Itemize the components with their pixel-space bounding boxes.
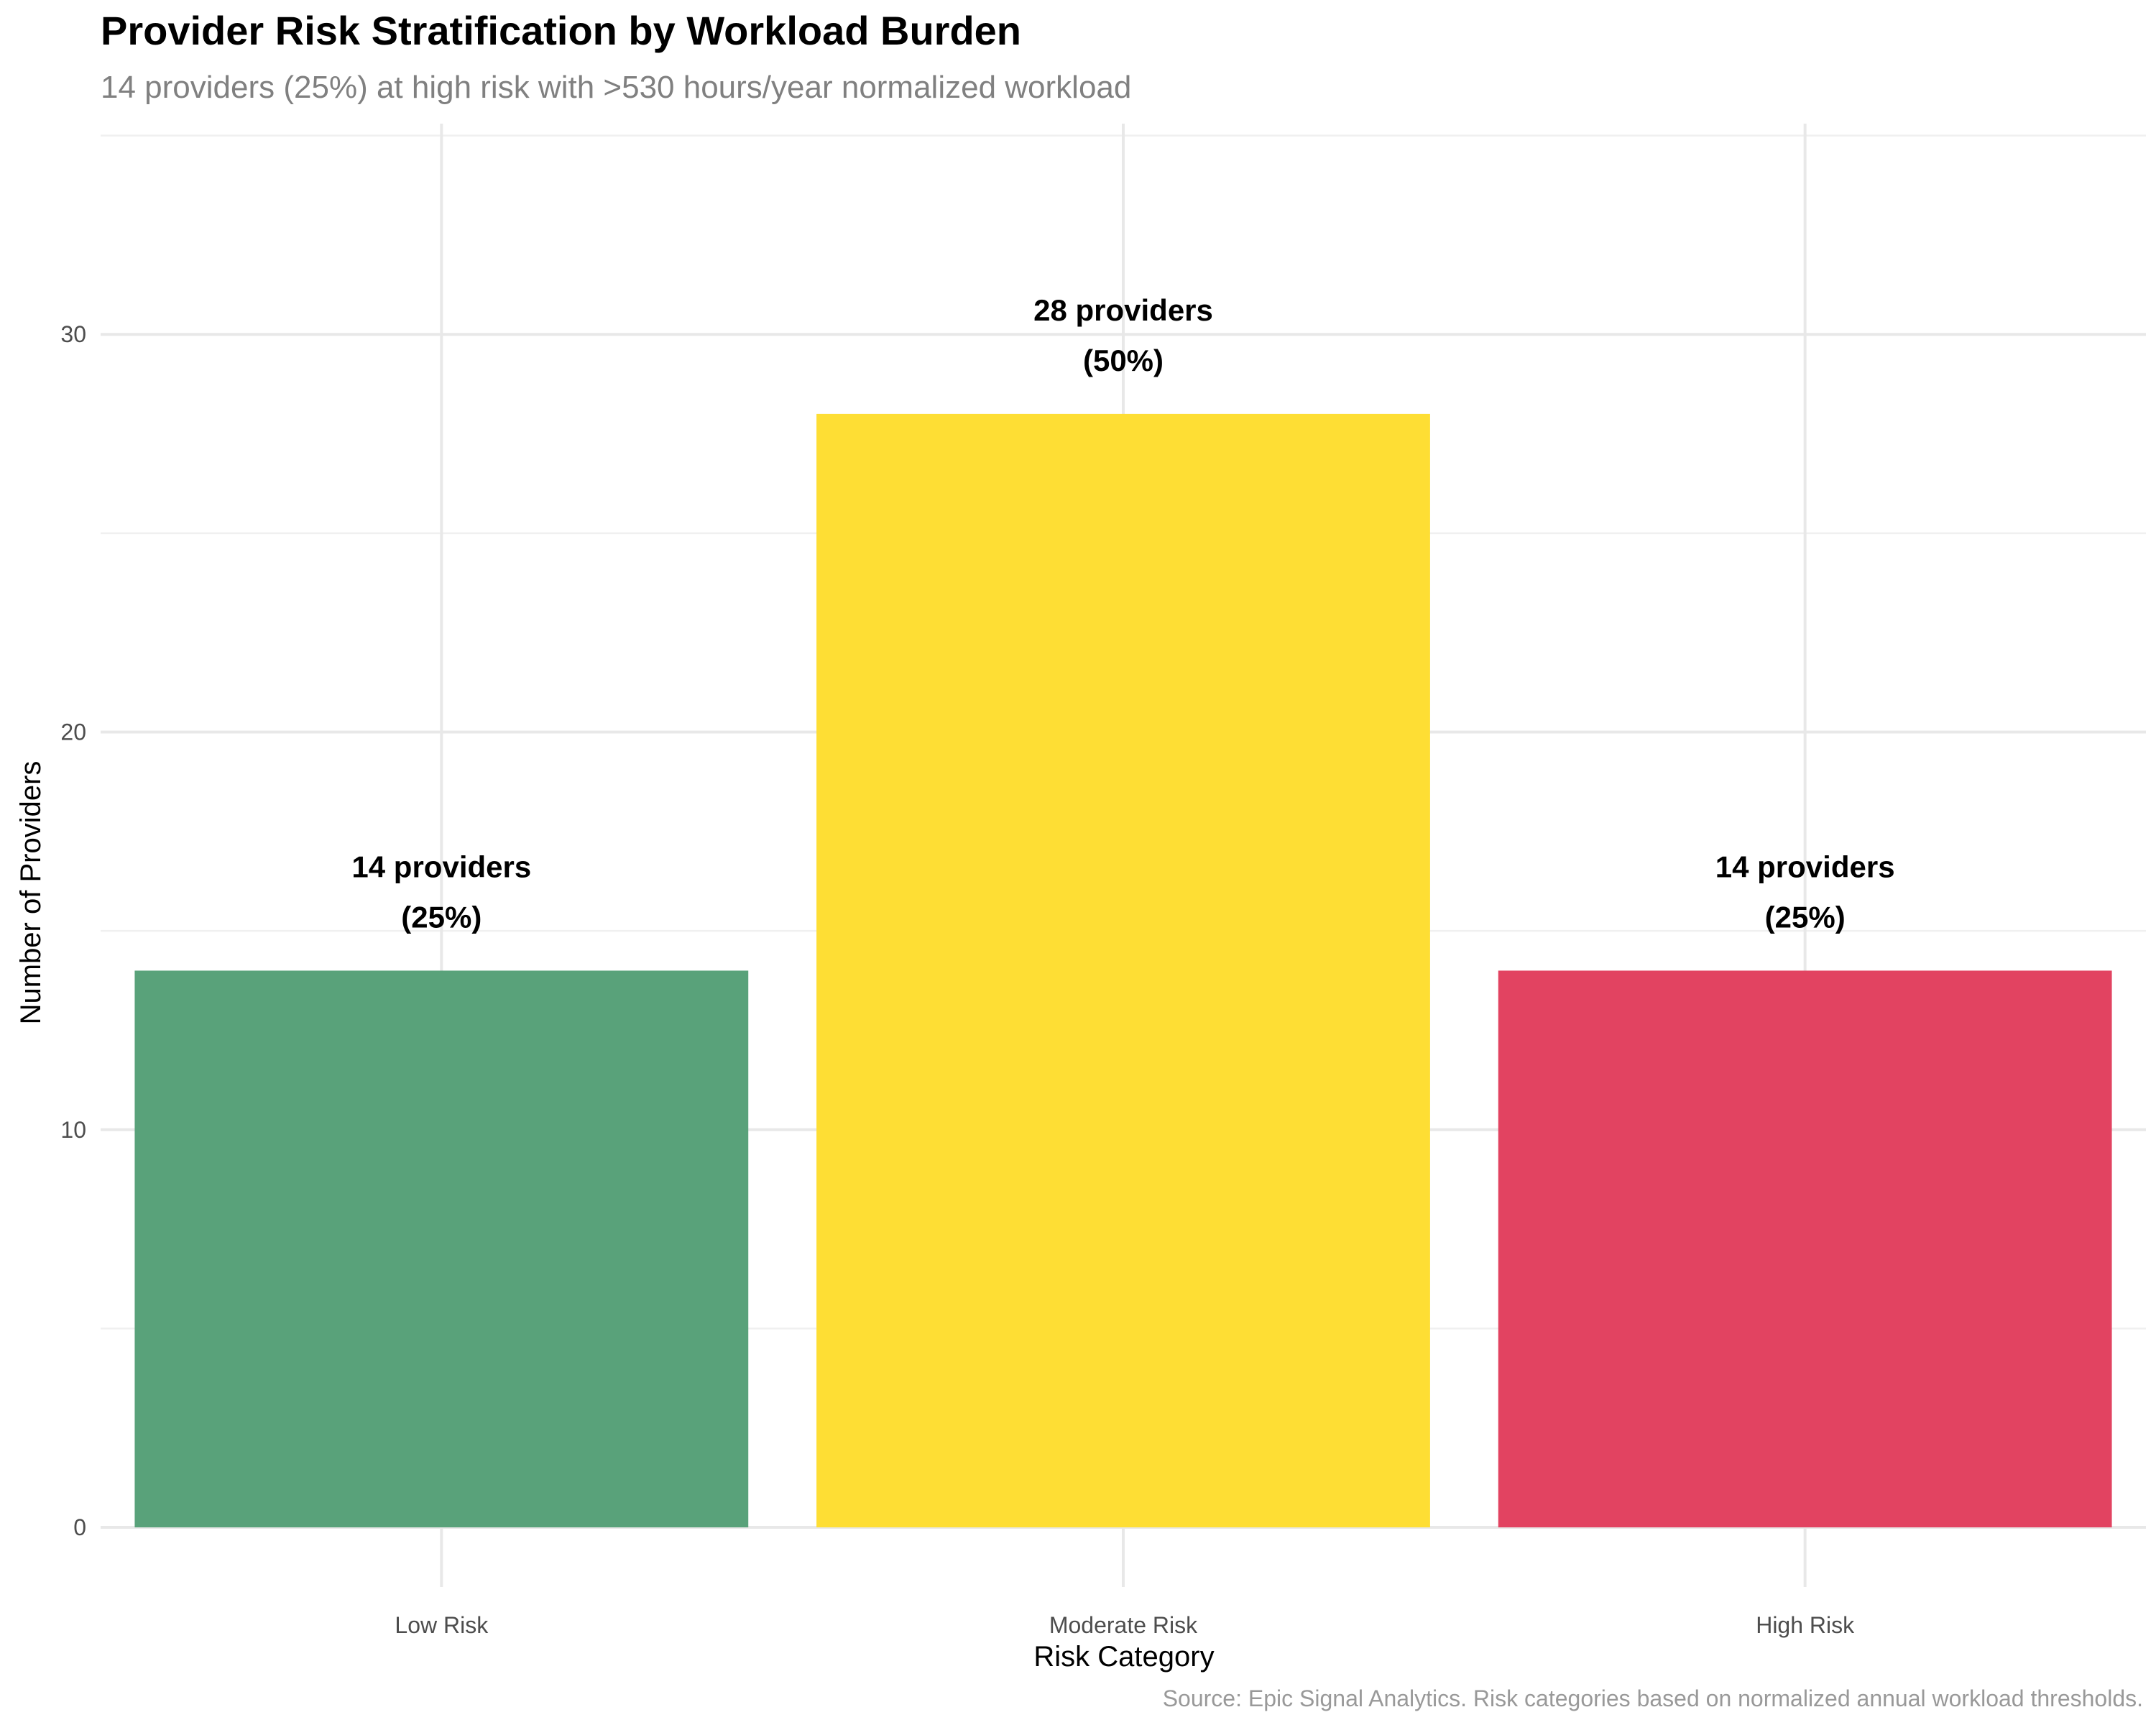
bar-data-label: 14 providers: [351, 850, 531, 883]
y-tick-label: 0: [73, 1514, 86, 1540]
bar-low-risk: [134, 970, 749, 1528]
data-labels: 14 providers (25%) 28 providers (50%) 14 pro…: [351, 293, 1894, 934]
y-tick-label: 20: [60, 719, 86, 745]
chart-subtitle: 14 providers (25%) at high risk with >53…: [101, 70, 1131, 105]
bar-data-label: 28 providers: [1033, 293, 1213, 327]
chart-title: Provider Risk Stratification by Workload…: [101, 8, 1021, 53]
bar-moderate-risk: [816, 413, 1430, 1528]
x-tick-label: Low Risk: [395, 1612, 489, 1638]
x-axis-title: Risk Category: [1033, 1641, 1214, 1673]
x-axis-ticks: Low Risk Moderate Risk High Risk: [395, 1612, 1855, 1638]
y-axis-title: Number of Providers: [15, 761, 47, 1025]
bar-data-label: 14 providers: [1715, 850, 1895, 883]
bars: [134, 413, 2112, 1528]
x-tick-label: High Risk: [1756, 1612, 1855, 1638]
y-tick-label: 10: [60, 1117, 86, 1143]
chart-caption: Source: Epic Signal Analytics. Risk cate…: [1163, 1685, 2143, 1711]
bar-data-label: (25%): [401, 900, 482, 934]
bar-high-risk: [1498, 970, 2112, 1528]
bar-data-label: (25%): [1765, 900, 1846, 934]
y-tick-label: 30: [60, 321, 86, 347]
x-tick-label: Moderate Risk: [1049, 1612, 1198, 1638]
bar-data-label: (50%): [1083, 344, 1164, 377]
y-axis-ticks: 0 10 20 30: [60, 321, 86, 1540]
